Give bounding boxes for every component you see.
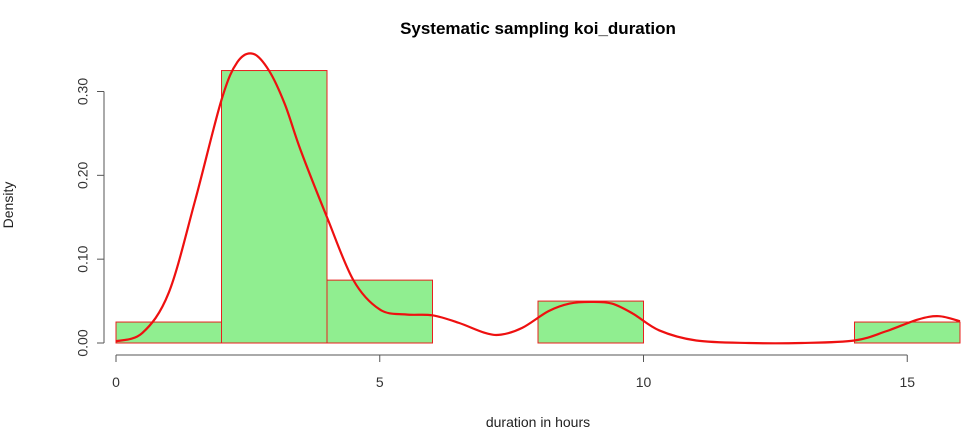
chart-title: Systematic sampling koi_duration xyxy=(400,19,676,38)
density-curve xyxy=(115,52,961,345)
histogram-bar-4 xyxy=(537,300,644,344)
y-tick-label: 0.10 xyxy=(75,245,91,272)
histogram-bar-7 xyxy=(854,321,961,344)
x-axis: 0 5 10 15 xyxy=(112,354,915,390)
histogram-bar-0 xyxy=(115,321,222,344)
y-axis-label: Density xyxy=(0,182,16,229)
x-tick-label: 0 xyxy=(112,374,120,390)
y-tick-label: 0.00 xyxy=(75,329,91,356)
y-tick-label: 0.20 xyxy=(75,161,91,188)
y-axis: 0.00 0.10 0.20 0.30 xyxy=(75,78,105,357)
x-tick-label: 5 xyxy=(376,374,384,390)
histogram-bar-1 xyxy=(221,70,328,344)
x-tick-label: 10 xyxy=(636,374,652,390)
histogram-bars xyxy=(115,70,961,344)
x-tick-label: 15 xyxy=(899,374,915,390)
y-tick-label: 0.30 xyxy=(75,78,91,105)
x-axis-label: duration in hours xyxy=(486,414,590,430)
histogram-bar-2 xyxy=(326,279,433,344)
